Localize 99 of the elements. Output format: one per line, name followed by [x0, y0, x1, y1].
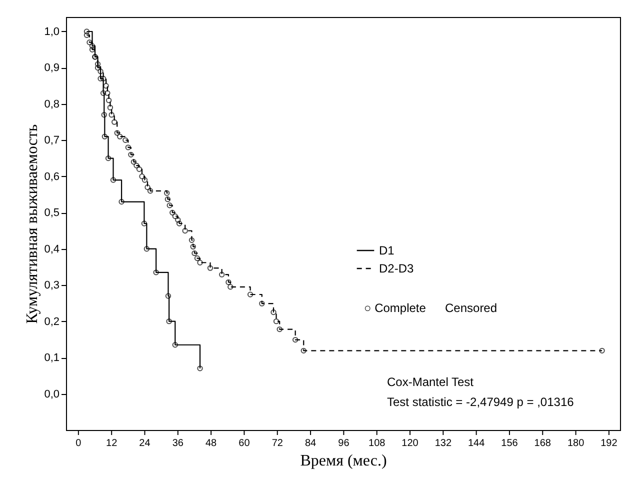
- point: [102, 134, 108, 140]
- point: [118, 198, 124, 205]
- point: [273, 318, 280, 324]
- point: [192, 250, 198, 256]
- annotation: Cox-Mantel Test: [387, 375, 474, 389]
- point: [144, 184, 150, 190]
- x-tick-label: 24: [139, 438, 151, 449]
- point: [108, 112, 114, 118]
- x-tick-label: 168: [534, 438, 552, 449]
- point: [100, 90, 106, 96]
- x-tick-label: 48: [206, 438, 218, 449]
- point: [164, 196, 171, 202]
- point: [226, 279, 232, 286]
- y-axis-title: Кумулятивная выживаемость: [24, 124, 42, 324]
- point: [170, 210, 176, 216]
- x-tick-label: 36: [172, 438, 184, 449]
- point: [153, 270, 159, 276]
- point: [188, 237, 195, 244]
- point: [207, 265, 214, 271]
- point: [176, 220, 182, 226]
- x-tick-label: 12: [106, 438, 118, 449]
- point: [165, 293, 172, 299]
- x-tick-label: 72: [272, 438, 284, 449]
- point: [166, 318, 172, 324]
- x-tick-label: 96: [338, 438, 350, 449]
- point: [130, 159, 137, 165]
- point: [599, 348, 605, 354]
- y-tick-label: 0,9: [44, 62, 60, 74]
- point: [84, 32, 90, 38]
- point: [247, 292, 254, 298]
- point: [104, 90, 110, 96]
- point: [107, 104, 114, 110]
- point: [100, 76, 106, 82]
- point: [218, 272, 225, 278]
- point: [136, 166, 142, 172]
- point: [292, 336, 298, 343]
- point: [190, 244, 196, 250]
- y-tick-label: 0,4: [44, 243, 60, 256]
- point: [125, 144, 132, 150]
- x-tick-label: 120: [402, 438, 419, 449]
- point: [110, 177, 116, 183]
- point: [94, 64, 101, 71]
- point: [98, 76, 104, 82]
- point: [166, 202, 172, 208]
- point: [98, 68, 104, 74]
- y-tick-label: 0,6: [44, 170, 60, 183]
- y-tick-label: 0,7: [44, 134, 60, 147]
- y-tick-label: 1,0: [44, 26, 60, 38]
- point: [182, 228, 188, 234]
- point: [112, 119, 118, 125]
- legend-label: D2-D3: [379, 262, 414, 276]
- point: [86, 40, 92, 46]
- point: [228, 284, 234, 290]
- point: [94, 61, 101, 67]
- point: [114, 130, 120, 136]
- annotation: ○ Complete: [364, 301, 426, 315]
- point: [194, 255, 200, 262]
- point: [172, 213, 178, 220]
- y-tick-label: 0,3: [44, 280, 60, 292]
- x-tick-label: 144: [468, 438, 486, 449]
- point: [141, 220, 148, 226]
- point: [172, 342, 178, 348]
- point: [259, 300, 265, 306]
- x-axis-title: Время (мес.): [300, 452, 387, 470]
- annotation: Censored: [445, 301, 498, 315]
- y-tick-label: 0,0: [44, 388, 60, 400]
- point: [134, 162, 140, 168]
- point: [101, 112, 107, 118]
- point: [139, 174, 145, 180]
- point: [164, 190, 170, 196]
- legend-label: D1: [379, 244, 395, 258]
- x-tick-label: 192: [600, 438, 618, 449]
- point: [147, 188, 154, 194]
- x-tick-label: 84: [304, 438, 317, 449]
- point: [122, 137, 128, 144]
- point: [142, 177, 148, 183]
- point: [197, 260, 203, 266]
- point: [300, 348, 306, 354]
- y-tick-label: 0,1: [44, 352, 60, 364]
- point: [276, 326, 282, 332]
- point: [270, 309, 276, 316]
- point: [106, 97, 112, 104]
- x-tick-label: 156: [501, 438, 518, 449]
- y-tick-label: 0,2: [44, 316, 60, 328]
- point: [117, 134, 123, 140]
- x-tick-label: 180: [567, 438, 585, 449]
- point: [175, 217, 181, 223]
- x-tick-label: 132: [434, 438, 452, 449]
- y-tick-label: 0,8: [44, 98, 60, 110]
- point: [128, 152, 134, 158]
- x-tick-label: 0: [76, 438, 82, 449]
- point: [144, 246, 150, 252]
- point: [105, 155, 112, 162]
- y-tick-label: 0,5: [44, 207, 60, 220]
- point: [103, 82, 109, 89]
- annotation: Test statistic = -2,47949 p = ,01316: [387, 395, 574, 409]
- x-tick-label: 108: [368, 438, 386, 449]
- x-tick-label: 60: [238, 438, 250, 449]
- point: [89, 43, 96, 49]
